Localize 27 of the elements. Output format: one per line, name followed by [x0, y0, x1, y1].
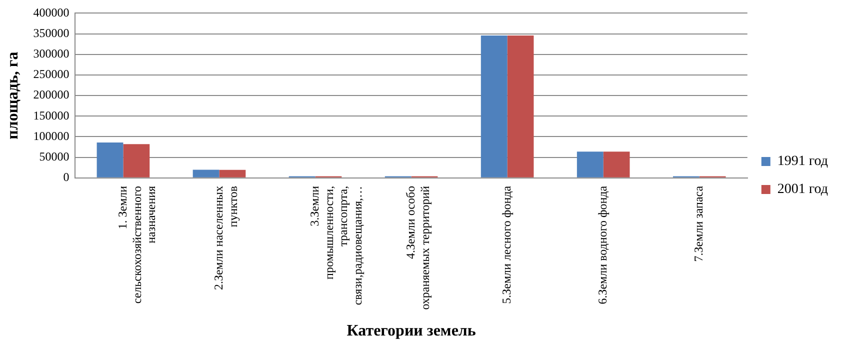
legend-label: 2001 год — [777, 182, 828, 198]
y-tick-label: 100000 — [33, 128, 70, 143]
x-tick-label: 5.Земли лесного фонда — [499, 185, 514, 304]
y-tick-label: 200000 — [33, 88, 70, 102]
bar — [603, 152, 630, 178]
bar — [96, 142, 124, 178]
y-tick-label: 300000 — [33, 46, 70, 61]
bar — [507, 35, 534, 178]
x-tick-label: 1. Земли сельскохозяйственного назначения — [115, 185, 158, 304]
y-tick-label: 0 — [63, 170, 70, 184]
bar — [123, 144, 150, 178]
bar — [192, 170, 220, 178]
x-tick-label: 6.Земли водного фонда — [596, 185, 610, 304]
bar — [576, 152, 604, 178]
y-tick-label: 50000 — [39, 149, 70, 164]
y-tick-label: 150000 — [33, 108, 70, 122]
x-axis-title: Категории земель — [346, 322, 476, 340]
x-tick-label: 2.Земли населенных пунктов — [211, 186, 240, 290]
y-tick-label: 400000 — [33, 5, 70, 20]
x-tick-label: 7.Земли запаса — [692, 185, 706, 262]
legend-label: 1991 год — [777, 154, 828, 170]
y-axis-title: площадь, га — [4, 52, 22, 140]
bar — [480, 35, 508, 178]
y-tick-label: 350000 — [33, 26, 70, 40]
y-tick-label: 250000 — [33, 67, 70, 82]
x-tick-label: 3.Земли промышленности, трансопрта, связи,радиовещания,… — [307, 185, 365, 306]
bar — [219, 170, 246, 178]
